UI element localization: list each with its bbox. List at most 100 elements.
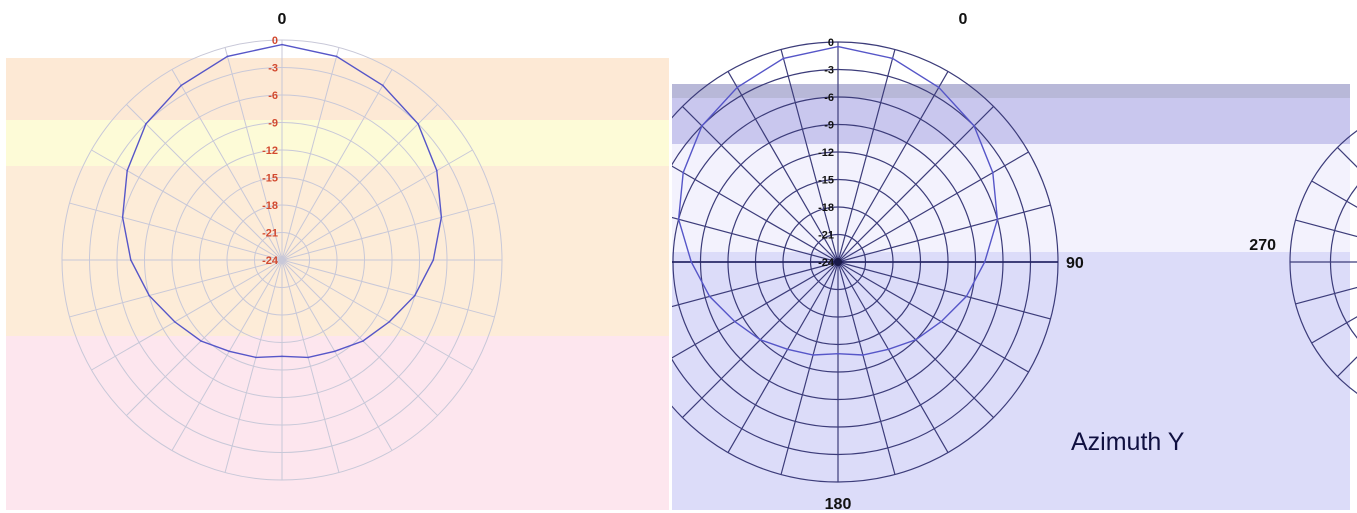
right-radial-tick-label: -12 [818,147,834,159]
left-grid-spoke [126,104,283,261]
right-grid-spoke [682,106,839,263]
left-radial-tick-label: -24 [262,255,279,267]
left-grid-spoke [281,149,473,261]
left-grid-spoke [91,259,283,371]
left-data-point [200,340,202,342]
left-grid-spoke [171,69,283,261]
left-radial-tick-label: -21 [262,228,278,240]
left-grid-spoke [224,47,283,261]
right-data-point [973,125,975,127]
right-grid-spoke [837,261,949,453]
left-data-point [180,84,182,87]
left-grid-spoke [281,69,393,261]
left-data-point [228,350,231,353]
left-data-point [414,294,416,297]
left-grid-spoke [224,259,283,473]
right-chart-title: Azimuth Y [1071,428,1185,456]
right-grid-spoke [837,106,994,263]
left-grid-spoke [281,259,495,318]
right-grid-spoke [837,49,896,263]
left-grid-spoke [171,259,283,451]
right-grid-spoke [780,49,839,263]
right-grid-spoke [672,261,839,308]
right-grid-spoke [672,261,839,359]
overlay-band-lavender-top [672,84,1350,100]
right-data-point [965,295,968,298]
left-data-point [382,84,384,87]
left-data-point [307,356,309,359]
right-center-dot [834,258,842,266]
right-radial-tick-label: -21 [818,230,834,242]
left-data-point [335,55,338,58]
right-grid-spoke [837,71,949,263]
left-data-point [145,123,147,125]
right-data-point [837,45,839,48]
left-grid-spoke [126,259,283,416]
left-data-point [436,169,438,172]
right-grid-spoke [727,71,839,263]
left-grid-spoke [281,259,340,473]
right-grid-spoke [727,261,839,453]
left-grid-spoke [91,149,283,261]
partial-grid-spoke [1311,316,1357,344]
right-grid-spoke [837,261,896,475]
partial-grid-spoke [1311,180,1357,208]
right-data-point [701,125,703,127]
right-radial-tick-label: 0 [828,37,834,49]
right-data-point [690,261,693,263]
right-polar-plot: 0 -3 -6 -9 -12 -15 -18 -21 -24 [672,37,1059,483]
left-data-point [333,350,336,353]
right-grid-spoke [837,261,1029,373]
left-grid-spoke [281,104,438,261]
left-data-point [174,321,176,323]
right-data-point [782,57,785,60]
left-data-point [126,169,128,172]
right-data-point [938,86,940,89]
right-data-point [891,57,894,60]
right-angle-label-0: 0 [959,11,968,28]
right-edge-partial-plot [1289,130,1357,394]
right-data-point [759,338,762,341]
left-radial-tick-label: -15 [262,173,278,185]
right-radial-tick-label: -15 [818,175,834,187]
left-polar-plot: 0 -3 -6 -9 -12 -15 -18 -21 -24 [61,35,503,481]
right-radial-tick-label: -9 [824,120,834,132]
right-data-point [736,86,738,89]
left-data-point [255,356,257,359]
right-radial-tick-label: -6 [824,92,834,104]
left-grid-spoke [281,259,393,451]
left-data-point [388,321,390,323]
right-radial-tick-label: -24 [818,257,835,269]
right-radial-tick-label: -18 [818,202,834,214]
left-radial-tick-label: -9 [268,118,278,130]
overlay-band-blue [672,252,1350,510]
left-radial-tick-label: -3 [268,63,278,75]
right-angle-label-270: 270 [1249,237,1276,254]
right-grid-spoke [672,216,839,263]
left-grid-spoke [281,47,340,261]
right-data-point [996,218,999,221]
right-data-point [677,218,680,221]
right-data-point [887,348,890,351]
right-angle-label-180: 180 [825,496,852,513]
right-grid-spoke [672,165,839,263]
left-data-point [281,43,283,46]
partial-grid-spoke [1295,286,1357,305]
right-grid-spoke [837,151,1029,263]
left-data-point [432,259,435,261]
left-grid-spoke [69,259,283,318]
partial-grid-spoke [1295,219,1357,238]
left-radial-tick-label: 0 [272,35,278,47]
left-radial-tick-label: -12 [262,145,278,157]
left-data-point [281,355,283,358]
left-grid-spoke [69,202,283,261]
left-data-point [226,55,229,58]
right-data-point [914,338,917,341]
right-data-point [983,261,986,263]
right-data-point [682,171,684,174]
right-data-point [862,354,864,356]
left-data-point [129,259,132,261]
partial-grid-spoke [1337,147,1357,168]
